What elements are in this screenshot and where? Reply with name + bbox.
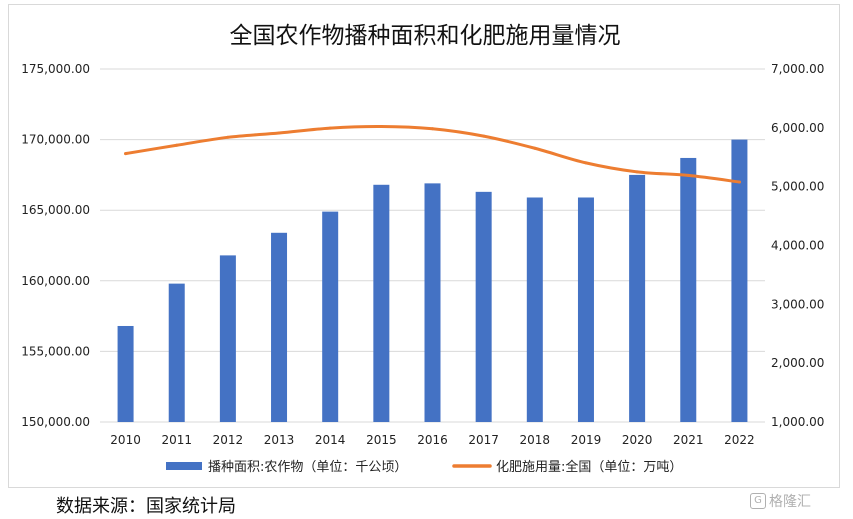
left-tick-label: 165,000.00 xyxy=(21,203,90,217)
chart-title: 全国农作物播种面积和化肥施用量情况 xyxy=(230,23,621,49)
line-point xyxy=(431,127,434,131)
right-axis-ticks: 1,000.00 2,000.00 3,000.00 4,000.00 5,000.00… xyxy=(771,62,824,429)
line-point xyxy=(584,161,588,165)
line-point xyxy=(737,180,741,184)
x-tick-label: 2013 xyxy=(264,433,295,447)
bar xyxy=(168,283,185,422)
x-tick-label: 2022 xyxy=(724,433,755,447)
line-point xyxy=(635,170,639,174)
line-point xyxy=(379,124,383,128)
line-point xyxy=(482,134,486,138)
bar xyxy=(219,255,236,422)
bar xyxy=(424,183,441,422)
chart-frame xyxy=(8,4,840,488)
line-point xyxy=(175,143,179,147)
bar xyxy=(629,174,646,422)
bar xyxy=(731,139,748,422)
watermark-text: 格隆汇 xyxy=(769,494,811,510)
line-point xyxy=(226,135,230,139)
left-tick-label: 155,000.00 xyxy=(21,344,90,358)
legend-label-bar: 播种面积:农作物（单位：千公顷） xyxy=(208,460,407,475)
bar xyxy=(322,211,339,422)
x-tick-label: 2021 xyxy=(673,433,704,447)
right-tick-label: 1,000.00 xyxy=(771,415,824,429)
legend-swatch-bar xyxy=(166,462,202,470)
line-series-path xyxy=(124,124,741,184)
watermark: G 格隆汇 xyxy=(750,491,811,511)
x-tick-label: 2016 xyxy=(417,433,448,447)
line-point xyxy=(277,131,281,135)
legend-label-line: 化肥施用量:全国（单位：万吨） xyxy=(496,459,682,475)
left-axis-ticks: 150,000.00 155,000.00 160,000.00 165,000.00… xyxy=(21,62,90,429)
legend: 播种面积:农作物（单位：千公顷） 化肥施用量:全国（单位：万吨） xyxy=(166,459,682,475)
left-tick-label: 170,000.00 xyxy=(21,133,90,147)
line-point xyxy=(533,146,537,150)
right-tick-label: 5,000.00 xyxy=(771,180,824,194)
bar xyxy=(117,325,134,422)
right-tick-label: 6,000.00 xyxy=(771,121,824,135)
x-tick-label: 2015 xyxy=(366,433,397,447)
line-point xyxy=(124,152,128,156)
right-tick-label: 4,000.00 xyxy=(771,239,824,253)
x-tick-label: 2011 xyxy=(161,433,192,447)
bar xyxy=(526,197,543,422)
bar xyxy=(475,191,492,422)
x-tick-label: 2010 xyxy=(110,433,141,447)
right-tick-label: 3,000.00 xyxy=(771,297,824,311)
left-tick-label: 175,000.00 xyxy=(21,62,90,76)
bar xyxy=(373,184,390,422)
left-tick-label: 150,000.00 xyxy=(21,415,90,429)
bar xyxy=(577,197,594,422)
x-tick-label: 2020 xyxy=(622,433,653,447)
bar xyxy=(271,232,288,422)
x-tick-label: 2017 xyxy=(468,433,499,447)
source-note: 数据来源：国家统计局 xyxy=(56,496,236,517)
bar xyxy=(680,157,697,422)
right-tick-label: 2,000.00 xyxy=(771,356,824,370)
x-tick-label: 2014 xyxy=(315,433,346,447)
line-point xyxy=(686,173,690,177)
x-tick-label: 2018 xyxy=(520,433,551,447)
right-tick-label: 7,000.00 xyxy=(771,62,824,76)
line-point xyxy=(328,126,332,130)
bar-series xyxy=(117,139,748,422)
x-tick-label: 2012 xyxy=(213,433,244,447)
watermark-logo-icon: G xyxy=(750,493,766,509)
x-axis-ticks: 2010 2011 2012 2013 2014 2015 2016 2017 2018 2019… xyxy=(110,433,754,447)
line-series xyxy=(124,124,741,184)
left-tick-label: 160,000.00 xyxy=(21,274,90,288)
x-tick-label: 2019 xyxy=(571,433,602,447)
